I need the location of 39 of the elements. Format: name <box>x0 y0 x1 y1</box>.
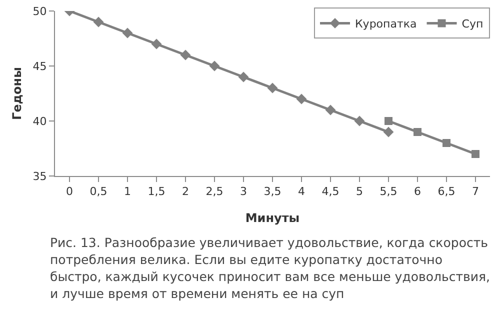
text: Рис. 13. Разнообразие увеличивает удовольствие, когда скорость потребления велика. Если вы едите куропатку достаточно быстро, каждый кусочек приносит вам все меньше удовольствия, и лучше время от времени менять ее на суп <box>50 234 492 302</box>
point <box>238 72 249 82</box>
point <box>384 117 392 125</box>
point <box>472 150 480 158</box>
point <box>209 60 220 72</box>
x-tick-label: 5,5 <box>380 185 398 198</box>
point <box>267 82 278 94</box>
y-tick-label: 35 <box>32 170 47 183</box>
x-axis-title: Минуты <box>245 211 300 225</box>
x-tick-label: 6 <box>414 185 421 198</box>
point <box>296 94 307 104</box>
point <box>151 38 162 50</box>
x-tick-label: 1 <box>124 185 131 198</box>
point <box>414 128 422 136</box>
x-tick-label: 3,5 <box>264 185 282 198</box>
point <box>93 16 104 28</box>
point <box>325 104 336 116</box>
x-tick-label: 2 <box>182 185 189 198</box>
y-tick-label: 40 <box>32 114 47 128</box>
x-tick-label: 3 <box>240 185 247 198</box>
point <box>442 139 450 147</box>
x-tick-label: 0,5 <box>90 185 108 198</box>
x-tick-label: 6,5 <box>438 185 456 198</box>
point <box>383 126 394 138</box>
x-tick-label: 1,5 <box>148 185 166 198</box>
x-tick-label: 0 <box>66 185 73 198</box>
x-tick-label: 5 <box>356 185 363 198</box>
x-tick-label: 4,5 <box>322 185 340 198</box>
legend-label: Куропатка <box>355 17 417 30</box>
point <box>180 50 191 60</box>
point <box>122 28 133 38</box>
y-axis-title: Гедоны <box>10 67 24 120</box>
x-tick-label: 2,5 <box>206 185 224 198</box>
legend-label: Суп <box>462 17 484 30</box>
point <box>354 116 365 126</box>
y-tick-label: 45 <box>32 60 47 73</box>
x-tick-label: 7 <box>472 185 479 198</box>
x-tick-label: 4 <box>298 185 305 198</box>
y-tick-label: 50 <box>32 4 47 18</box>
